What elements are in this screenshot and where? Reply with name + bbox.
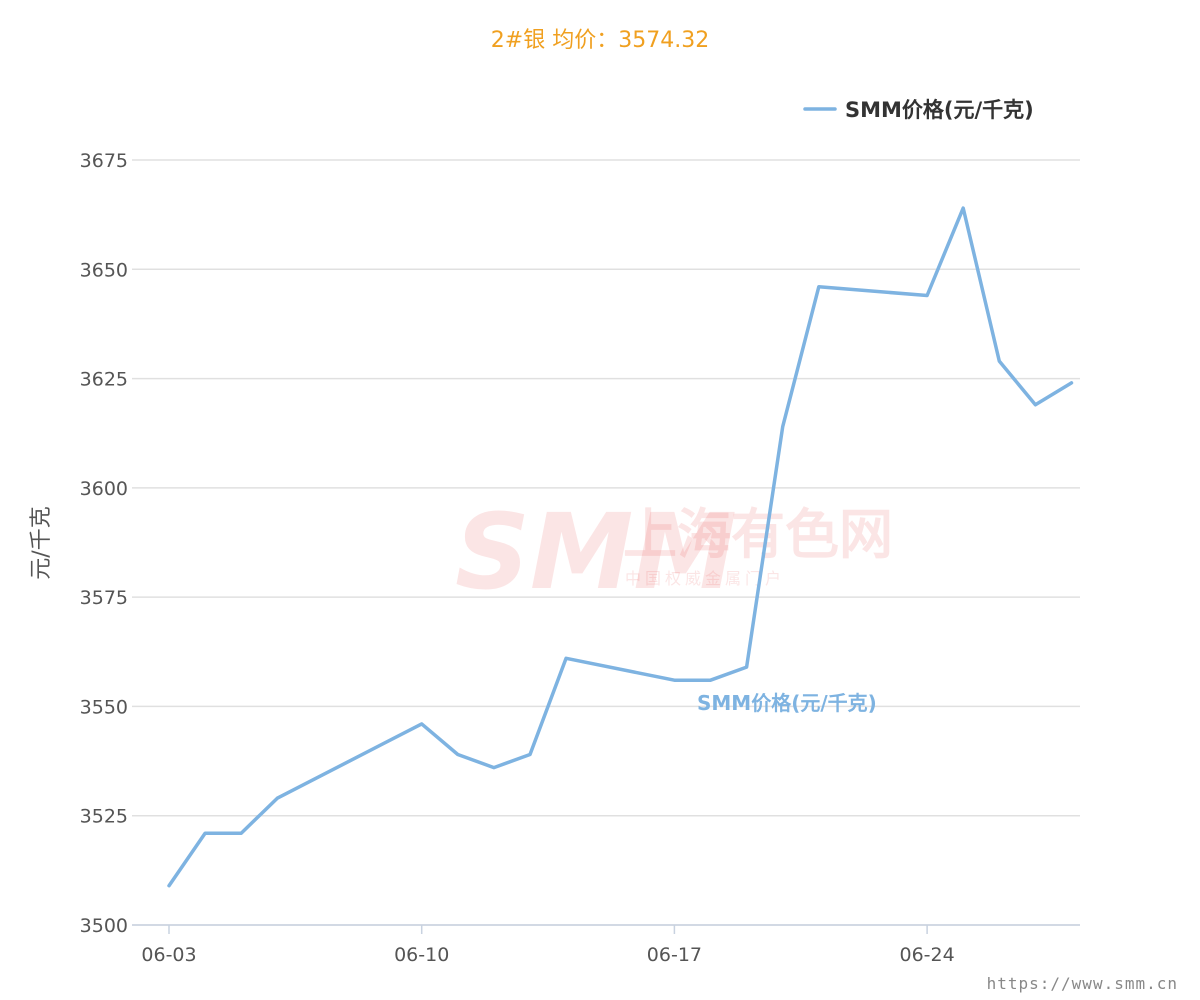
x-tick-label: 06-03 xyxy=(141,944,196,966)
y-tick-label: 3675 xyxy=(80,150,128,172)
x-tick-label: 06-10 xyxy=(394,944,449,966)
series-inline-label: SMM价格(元/千克) xyxy=(697,691,877,715)
y-tick-label: 3525 xyxy=(80,806,128,828)
legend-label: SMM价格(元/千克) xyxy=(845,98,1034,122)
smm-watermark: SMM 上海有色网 中国权威金属门户 xyxy=(455,491,893,613)
x-tick-label: 06-24 xyxy=(899,944,954,966)
y-tick-label: 3500 xyxy=(80,915,128,937)
legend[interactable]: SMM价格(元/千克) xyxy=(803,98,1034,122)
x-axis: 06-03 06-10 06-17 06-24 xyxy=(132,924,1080,966)
y-tick-label: 3625 xyxy=(80,369,128,391)
source-url: https://www.smm.cn xyxy=(987,974,1178,993)
y-axis-label: 元/千克 xyxy=(29,506,54,579)
y-tick-label: 3550 xyxy=(80,696,128,718)
watermark-name: 上海有色网 xyxy=(623,503,893,566)
chart-title: 2#银 均价：3574.32 xyxy=(491,28,709,53)
watermark-tagline: 中国权威金属门户 xyxy=(625,569,785,588)
x-tick-label: 06-17 xyxy=(647,944,702,966)
series-group xyxy=(167,206,1074,888)
y-tick-label: 3600 xyxy=(80,478,128,500)
y-axis: 3500 3525 3550 3575 3600 3625 3650 3675 xyxy=(80,150,128,937)
y-tick-label: 3650 xyxy=(80,259,128,281)
watermark-logo: SMM xyxy=(455,491,737,613)
y-tick-label: 3575 xyxy=(80,587,128,609)
